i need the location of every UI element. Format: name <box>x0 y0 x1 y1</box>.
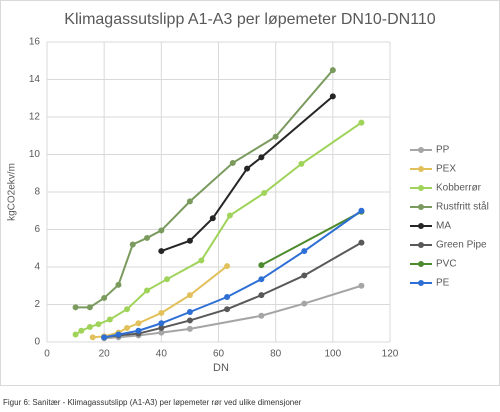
data-point <box>224 263 231 270</box>
data-point <box>115 281 122 288</box>
data-point <box>101 334 108 341</box>
legend-label: Rustfritt stål <box>436 201 489 213</box>
data-point <box>229 159 236 166</box>
caption: Figur 6: Sanitær - Klimagassutslipp (A1-… <box>3 398 302 407</box>
data-point <box>224 294 231 300</box>
data-point <box>301 248 308 255</box>
chart-title: Klimagassutslipp A1-A3 per løpemeter DN1… <box>64 11 436 28</box>
data-point <box>186 317 193 324</box>
y-tick-label: 14 <box>29 74 41 85</box>
data-point <box>72 331 79 338</box>
data-point <box>158 324 165 331</box>
x-tick-label: 0 <box>44 349 50 360</box>
data-point <box>86 304 93 311</box>
data-point <box>258 262 265 269</box>
legend-label: Kobberrør <box>436 183 482 194</box>
data-point <box>106 316 113 323</box>
data-point <box>224 306 231 313</box>
series-line <box>160 95 334 253</box>
data-point <box>158 320 165 327</box>
data-point <box>164 276 171 283</box>
legend-swatch-marker <box>418 242 424 248</box>
data-point <box>186 292 193 299</box>
data-point <box>258 154 265 161</box>
series-line <box>260 210 362 267</box>
data-point <box>86 324 93 330</box>
data-point <box>158 309 165 316</box>
data-point <box>261 189 268 196</box>
y-tick-label: 12 <box>29 112 41 123</box>
legend-swatch-marker <box>418 185 424 191</box>
x-tick-label: 120 <box>382 349 399 360</box>
legend-label: Green Pipe <box>436 240 487 251</box>
data-point <box>78 327 85 334</box>
data-point <box>158 227 165 234</box>
data-point <box>209 215 216 222</box>
y-tick-label: 8 <box>34 187 40 198</box>
x-tick-label: 60 <box>213 349 225 360</box>
legend-swatch-marker <box>418 223 424 229</box>
data-point <box>329 93 336 100</box>
data-point <box>115 331 122 338</box>
data-point <box>358 239 365 246</box>
y-tick-label: 6 <box>34 224 40 235</box>
data-point <box>272 133 279 140</box>
data-point <box>198 257 205 264</box>
x-tick-label: 20 <box>99 349 111 360</box>
legend-swatch-marker <box>418 166 424 172</box>
data-point <box>258 312 265 319</box>
legend-label: PP <box>436 145 450 156</box>
data-point <box>301 300 308 307</box>
data-point <box>101 294 108 301</box>
data-point <box>226 212 233 219</box>
data-point <box>298 160 305 167</box>
legend-label: PEX <box>436 164 456 175</box>
data-point <box>158 329 165 336</box>
data-point <box>72 304 79 311</box>
data-point <box>244 165 251 172</box>
data-point <box>186 325 193 332</box>
legend-swatch-marker <box>418 261 424 267</box>
legend-swatch-marker <box>418 147 424 153</box>
x-tick-label: 80 <box>270 349 282 360</box>
chart-border <box>0 0 500 386</box>
x-tick-label: 100 <box>324 349 341 360</box>
data-point <box>158 248 165 255</box>
data-point <box>129 241 136 248</box>
x-axis-label: DN <box>213 362 229 374</box>
data-point <box>358 119 365 126</box>
data-point <box>358 207 365 214</box>
data-point <box>144 287 151 294</box>
data-point <box>258 276 265 283</box>
legend-swatch-marker <box>418 204 424 210</box>
y-tick-label: 16 <box>29 37 41 48</box>
data-point <box>124 306 131 313</box>
legend-swatch-marker <box>418 280 424 286</box>
data-point <box>186 198 193 205</box>
legend-label: PE <box>436 278 450 289</box>
data-point <box>186 237 193 244</box>
legend-label: MA <box>436 221 451 232</box>
data-point <box>95 321 102 328</box>
data-point <box>135 320 142 327</box>
data-point <box>124 324 131 331</box>
y-tick-label: 0 <box>34 337 40 348</box>
data-point <box>301 272 308 279</box>
series-line <box>104 284 362 340</box>
legend-label: PVC <box>436 259 457 270</box>
data-point <box>144 234 151 241</box>
data-point <box>186 309 193 315</box>
data-point <box>135 327 142 334</box>
y-tick-label: 10 <box>29 149 41 160</box>
data-point <box>258 292 265 299</box>
data-point <box>358 282 365 289</box>
y-axis-label: kgCO2ekv/m <box>7 163 18 221</box>
data-point <box>329 67 336 74</box>
y-tick-label: 4 <box>34 262 40 273</box>
data-point <box>89 334 96 341</box>
x-tick-label: 40 <box>156 349 168 360</box>
y-tick-label: 2 <box>34 299 40 310</box>
